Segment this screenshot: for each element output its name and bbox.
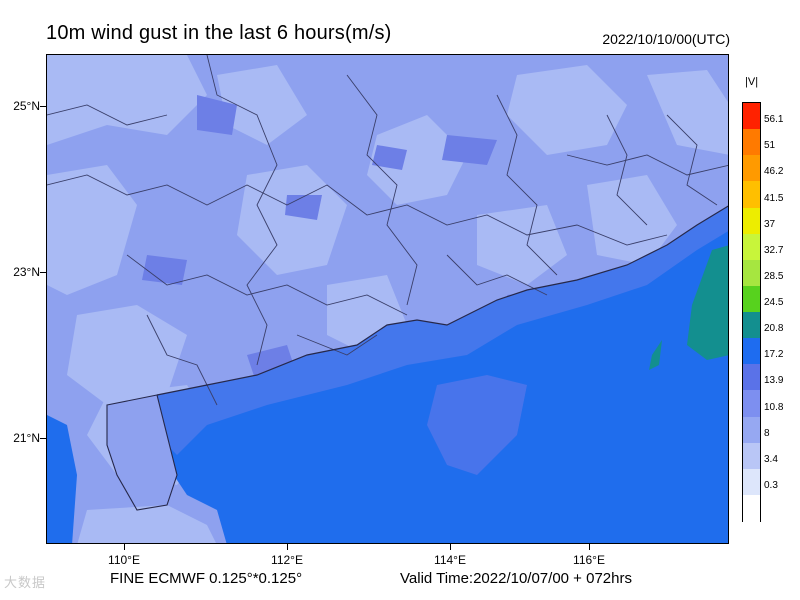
watermark: 大数据 <box>4 575 47 590</box>
legend-swatch <box>743 338 760 365</box>
gulf-region <box>47 415 77 543</box>
legend-swatch <box>743 207 760 235</box>
legend-swatch <box>743 390 760 417</box>
wind-gust-map <box>46 54 729 544</box>
legend-swatch <box>743 259 760 287</box>
legend-level-label: 37 <box>764 218 776 230</box>
legend-level-label: 41.5 <box>764 192 784 204</box>
legend-level-label: 10.8 <box>764 401 784 413</box>
legend-level-label: 0.3 <box>764 479 778 491</box>
model-info: FINE ECMWF 0.125°*0.125° <box>110 570 303 587</box>
legend-level-label: 3.4 <box>764 453 778 465</box>
map-canvas <box>47 55 728 543</box>
forecast-datetime: 2022/10/10/00(UTC) <box>602 31 730 47</box>
valid-time: Valid Time:2022/10/07/00 + 072hrs <box>400 570 632 587</box>
legend-swatch <box>743 285 760 313</box>
legend-level-label: 51 <box>764 140 776 152</box>
lat-tick <box>40 272 46 273</box>
coastal-band <box>157 206 728 455</box>
high-gust-area <box>687 245 728 360</box>
leizhou-peninsula <box>107 395 177 510</box>
legend-swatch <box>743 155 760 182</box>
offshore-light-area <box>427 375 527 475</box>
lat-tick <box>40 106 46 107</box>
legend-swatch <box>743 181 760 208</box>
legend-swatch <box>743 312 760 339</box>
legend-swatch <box>743 494 760 522</box>
high-gust-spot <box>649 340 662 370</box>
legend-swatch <box>743 233 760 261</box>
legend-title: |V| <box>745 76 759 88</box>
lon-tick <box>287 544 288 550</box>
legend-swatch <box>743 103 760 130</box>
lat-label-21n: 21°N <box>13 431 40 445</box>
legend-swatch <box>743 442 760 470</box>
lon-tick <box>589 544 590 550</box>
lon-tick <box>124 544 125 550</box>
lon-tick <box>450 544 451 550</box>
legend-level-label: 24.5 <box>764 297 784 308</box>
legend-level-label: 8 <box>764 427 770 439</box>
coastline <box>156 205 728 396</box>
admin-boundaries <box>47 55 728 406</box>
legend-level-label: 17.2 <box>764 349 784 361</box>
lon-label-114e: 114°E <box>434 553 466 567</box>
map-title: 10m wind gust in the last 6 hours(m/s) <box>46 22 392 44</box>
legend-swatch <box>743 129 760 156</box>
lon-label-116e: 116°E <box>573 553 605 567</box>
legend-swatch <box>743 416 760 444</box>
color-legend <box>742 102 761 522</box>
lat-label-23n: 23°N <box>13 265 40 279</box>
legend-level-label: 20.8 <box>764 323 784 335</box>
hainan-island <box>77 505 216 543</box>
legend-swatch <box>743 364 760 391</box>
lat-label-25n: 25°N <box>13 99 40 113</box>
legend-level-label: 56.1 <box>764 114 784 126</box>
legend-swatch <box>743 468 760 496</box>
legend-level-label: 32.7 <box>764 244 784 256</box>
legend-level-label: 46.2 <box>764 166 784 178</box>
peninsula-coastline <box>106 394 178 511</box>
legend-level-label: 28.5 <box>764 270 784 282</box>
lat-tick <box>40 438 46 439</box>
lon-label-110e: 110°E <box>108 553 140 567</box>
lon-label-112e: 112°E <box>271 553 303 567</box>
legend-level-label: 13.9 <box>764 375 784 387</box>
